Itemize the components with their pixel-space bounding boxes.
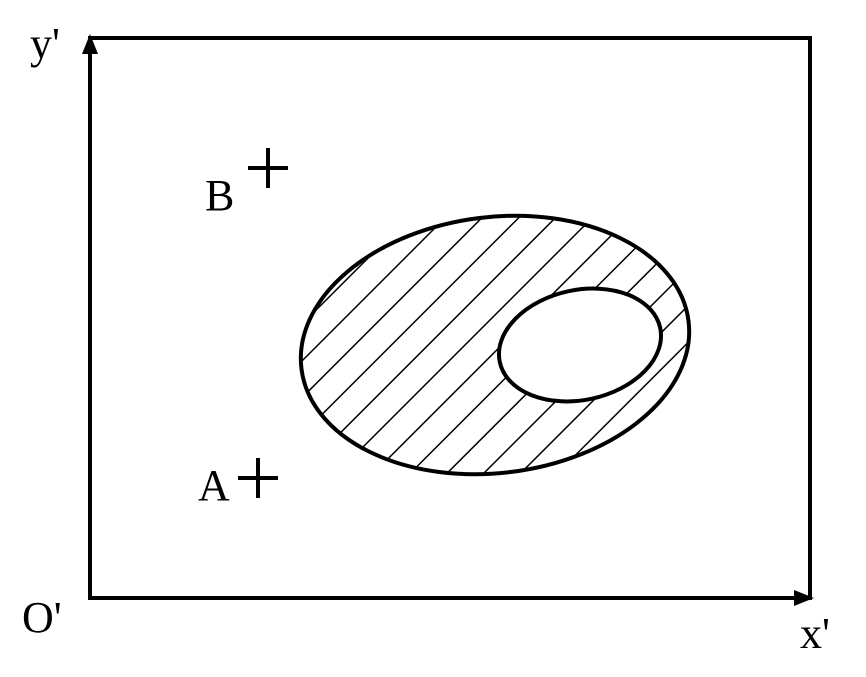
- point-a-label: A: [198, 461, 230, 510]
- point-b-label: B: [205, 171, 234, 220]
- hatched-ring: [0, 0, 866, 677]
